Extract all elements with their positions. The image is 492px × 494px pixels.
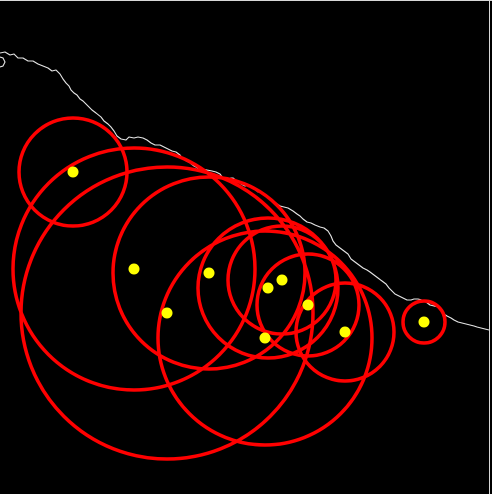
- marker-dot[interactable]: [276, 274, 288, 286]
- marker-dot[interactable]: [67, 166, 79, 178]
- markers: [67, 166, 430, 344]
- marker-dot[interactable]: [418, 316, 430, 328]
- marker-dot[interactable]: [262, 282, 274, 294]
- marker-dot[interactable]: [339, 326, 351, 338]
- range-circles: [11, 116, 447, 461]
- marker-dot[interactable]: [161, 307, 173, 319]
- range-circle[interactable]: [226, 224, 338, 336]
- range-circle[interactable]: [11, 146, 257, 392]
- range-circle[interactable]: [294, 281, 396, 383]
- range-circle[interactable]: [111, 175, 307, 371]
- range-circle[interactable]: [401, 299, 447, 345]
- range-circle[interactable]: [196, 216, 340, 360]
- marker-dot[interactable]: [259, 332, 271, 344]
- coastline-islet: [0, 56, 6, 68]
- range-circle[interactable]: [19, 165, 315, 461]
- marker-dot[interactable]: [128, 263, 140, 275]
- range-circle[interactable]: [156, 229, 374, 447]
- marker-dot[interactable]: [302, 299, 314, 311]
- marker-dot[interactable]: [203, 267, 215, 279]
- range-circle[interactable]: [255, 252, 361, 358]
